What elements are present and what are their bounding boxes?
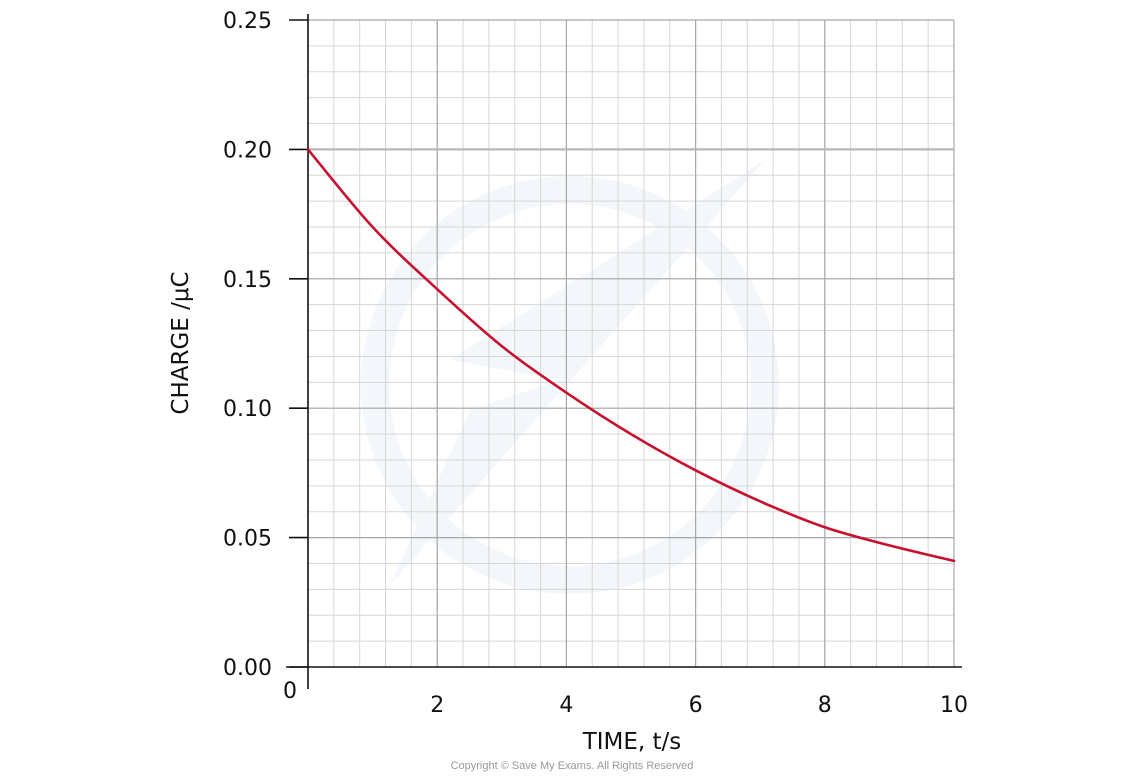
axes [286, 14, 962, 689]
major-gridlines [308, 19, 955, 667]
y-tick-label: 0.10 [223, 397, 272, 422]
y-tick-label: 0.15 [223, 268, 272, 293]
y-tick-label: 0.05 [223, 527, 272, 552]
x-axis-title: TIME, t/s [582, 729, 682, 755]
x-tick-label: 8 [818, 693, 832, 718]
y-tick-label: 0.00 [223, 656, 272, 681]
copyright-notice: Copyright © Save My Exams. All Rights Re… [451, 760, 694, 772]
x-tick-label: 2 [430, 693, 444, 718]
charge-decay-curve [306, 148, 956, 563]
x-tick-labels: 0 2 4 6 8 10 [283, 679, 968, 718]
x-tick-label: 0 [283, 679, 297, 704]
y-tick-labels: 0.00 0.05 0.10 0.15 0.20 0.25 [223, 9, 272, 681]
watermark-logo [361, 160, 779, 594]
minor-gridlines [308, 20, 954, 667]
x-tick-label: 4 [559, 693, 573, 718]
x-tick-label: 6 [689, 693, 703, 718]
y-tick-label: 0.25 [223, 9, 272, 34]
y-axis-title: CHARGE /μC [168, 271, 194, 414]
y-tick-label: 0.20 [223, 138, 272, 163]
x-tick-label: 10 [940, 693, 968, 718]
